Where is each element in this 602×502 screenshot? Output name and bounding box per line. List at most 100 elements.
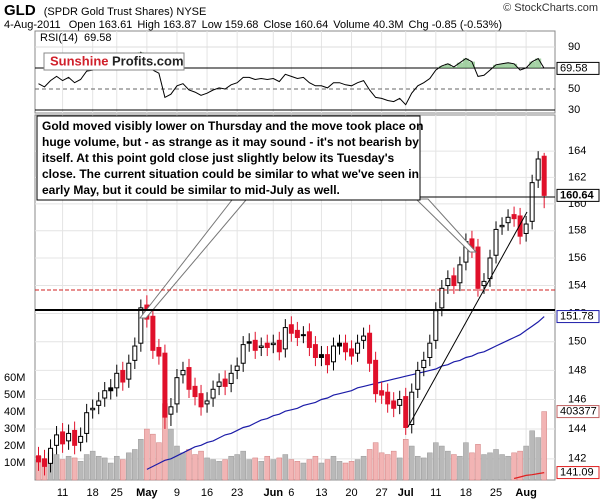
volume-bar (210, 459, 216, 481)
rsi-tick-label: 90 (568, 41, 580, 53)
candle-body (415, 369, 421, 390)
volume-bar (222, 459, 228, 481)
volume-bar (65, 455, 72, 481)
candle-body (168, 406, 174, 415)
candle-body (138, 307, 144, 344)
candle-body (391, 400, 397, 409)
x-tick-label: 27 (376, 487, 388, 499)
volume-bar (71, 457, 78, 481)
candle-body (78, 435, 84, 443)
candle-body (108, 387, 114, 392)
candle-body (397, 398, 403, 406)
candle-body (529, 182, 535, 222)
logo-right: Profits.com (112, 53, 184, 68)
candle-body (433, 310, 439, 341)
candle-body (373, 359, 379, 395)
moving-average (146, 316, 545, 470)
volume-bar (457, 455, 463, 481)
volume-bar (150, 433, 156, 481)
candle-body (252, 339, 258, 351)
volume-bar (107, 462, 114, 481)
volume-bar (390, 450, 397, 481)
candle-body (150, 315, 156, 351)
candle-body (102, 390, 108, 399)
quote-row: 4-Aug-2011 Open 163.61 High 163.87 Low 159.68… (4, 19, 507, 31)
candle-body (294, 329, 300, 338)
volume-bar (120, 459, 126, 481)
candle-body (126, 362, 132, 380)
y-tick-label: 154 (568, 279, 586, 291)
x-tick-label: 18 (460, 487, 472, 499)
volume-bar (324, 459, 331, 481)
value-tag (556, 466, 600, 480)
candle-body (54, 434, 60, 446)
y-tick-label: 164 (568, 145, 586, 157)
candle-body (114, 372, 120, 389)
x-tick-label: 25 (490, 487, 502, 499)
volume-bar (216, 461, 222, 481)
annotation-line: huge volume, but - as strange as it may … (42, 135, 419, 149)
volume-bar (439, 445, 445, 481)
x-tick-label: 11 (57, 487, 68, 499)
y-tick-label: 144 (568, 423, 586, 435)
volume-bar (517, 450, 523, 481)
volume-bar (228, 455, 234, 481)
volume-tick-label: 40M (4, 406, 25, 418)
volume-bar (505, 455, 511, 481)
candle-body (84, 412, 90, 434)
x-tick-label: 18 (87, 487, 99, 499)
candle-body (66, 432, 72, 442)
rsi-panel (34, 30, 556, 114)
volume-bar (264, 455, 271, 481)
rsi-overbought (511, 63, 518, 68)
x-tick-label: 11 (430, 487, 441, 499)
candle-body (180, 369, 186, 376)
x-tick-label: 9 (174, 487, 180, 499)
volume-bar (174, 445, 180, 481)
pointer (414, 198, 478, 253)
volume-bar (427, 452, 433, 481)
candle-body (541, 155, 547, 196)
volume-bar (53, 454, 60, 481)
rsi-overbought (462, 58, 469, 68)
candle-body (162, 352, 168, 418)
value-tag-label: 141.09 (560, 466, 594, 478)
candle-body (481, 280, 487, 287)
date: 4-Aug-2011 (4, 19, 61, 31)
volume-bar (59, 459, 66, 481)
candle-body (355, 342, 361, 354)
volume-bar (294, 461, 301, 481)
x-tick-label: 6 (288, 487, 294, 499)
volume-bar (469, 452, 475, 481)
volume-bar (192, 454, 198, 481)
rsi-overbought (438, 65, 445, 68)
candle-body (90, 407, 96, 411)
candle-body (198, 393, 204, 408)
candle-body (258, 345, 264, 348)
volume-bar (95, 455, 102, 481)
candle-body (505, 216, 511, 224)
quote-field: High 163.87 (137, 19, 196, 31)
quote-field: Open 163.61 (69, 19, 133, 31)
candle-body (403, 396, 409, 428)
volume-bar (523, 445, 529, 481)
field-value: 160.64 (294, 19, 329, 31)
volume-bar (270, 459, 277, 481)
value-tag (556, 188, 600, 202)
quote-field: Close 160.64 (263, 19, 328, 31)
candle-body (264, 342, 270, 348)
volume-bar (342, 462, 349, 481)
candle-body (330, 345, 336, 363)
annotation-line: itself. At this point gold close just sl… (42, 151, 395, 165)
candle-body (246, 341, 252, 344)
volume-bar (288, 459, 295, 481)
x-tick-label: 16 (201, 487, 213, 499)
candle-body (535, 158, 541, 181)
volume-tick-label: 50M (4, 389, 25, 401)
candle-body (192, 385, 198, 398)
field-label: Close (263, 19, 292, 31)
candle-body (517, 215, 523, 237)
volume-bar (126, 452, 132, 481)
candle-body (349, 348, 355, 357)
rsi-label: RSI(14) (40, 32, 78, 44)
